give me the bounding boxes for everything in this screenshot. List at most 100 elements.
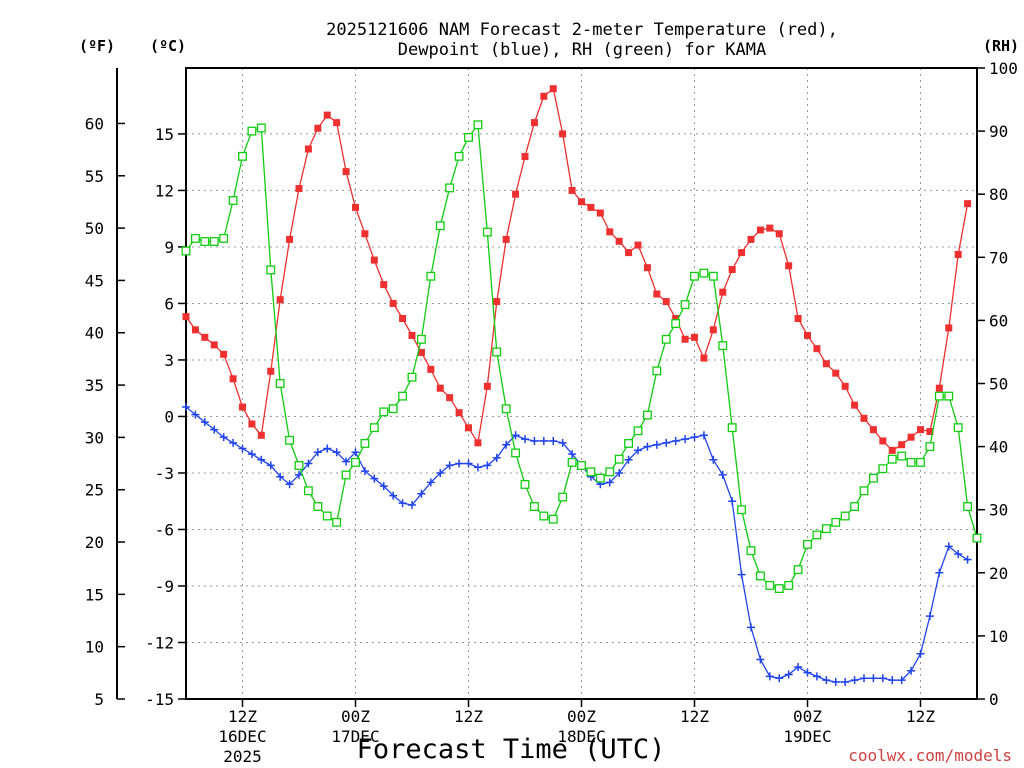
rh-point — [944, 391, 954, 401]
dewpoint-point — [728, 497, 737, 506]
dewpoint-point — [907, 666, 916, 675]
temperature-point — [436, 384, 444, 392]
temperature-point — [352, 203, 359, 211]
temperature-point — [210, 341, 218, 349]
dewpoint-point — [332, 448, 341, 457]
temperature-point — [465, 424, 472, 432]
rh-tick-label: 60 — [989, 311, 1008, 330]
rh-tick-label: 80 — [989, 185, 1008, 204]
rh-point — [859, 486, 869, 496]
temperature-point — [643, 264, 651, 272]
rh-point — [511, 448, 521, 458]
fahrenheit-tick-label: 35 — [85, 376, 104, 395]
temperature-point — [691, 333, 698, 341]
rh-point — [690, 271, 699, 281]
temperature-point — [700, 354, 708, 362]
temperature-point — [615, 237, 623, 245]
time-tick-label: 00Z — [793, 707, 822, 726]
rh-point — [454, 151, 464, 161]
fahrenheit-unit-label: (ºF) — [79, 37, 115, 55]
dewpoint-point — [671, 436, 680, 445]
rh-point — [671, 319, 681, 329]
temperature-point — [869, 426, 877, 434]
temperature-point — [220, 350, 228, 358]
temperature-point — [719, 288, 727, 296]
temperature-point — [794, 315, 802, 323]
time-tick-label: 12Z — [228, 707, 257, 726]
rh-point — [313, 502, 323, 511]
dewpoint-point — [219, 433, 228, 442]
temperature-point — [201, 333, 209, 341]
rh-point — [379, 407, 389, 417]
rh-point — [416, 334, 426, 344]
dewpoint-point — [803, 668, 812, 677]
rh-point — [341, 470, 351, 480]
dewpoint-point — [511, 431, 520, 440]
dewpoint-point — [229, 438, 238, 447]
temperature-point — [851, 401, 859, 409]
rh-point — [445, 183, 455, 193]
temperature-point — [483, 382, 491, 390]
rh-tick-label: 20 — [989, 564, 1008, 583]
celsius-tick-label: -3 — [155, 464, 174, 483]
rh-point — [699, 268, 709, 278]
temperature-point — [314, 124, 322, 132]
dewpoint-point — [624, 455, 633, 464]
temperature-line — [185, 87, 969, 452]
temperature-point — [728, 266, 736, 274]
fahrenheit-tick-label: 5 — [94, 690, 104, 709]
rh-point — [275, 379, 285, 388]
fahrenheit-tick-label: 15 — [85, 585, 104, 604]
rh-point — [624, 438, 634, 448]
rh-point — [586, 467, 596, 477]
dewpoint-point — [323, 444, 332, 453]
rh-point — [520, 480, 530, 489]
dewpoint-point — [417, 489, 426, 498]
temperature-point — [662, 298, 670, 306]
dewpoint-point — [200, 418, 209, 427]
temperature-point — [596, 209, 604, 217]
temperature-point — [323, 111, 331, 119]
dewpoint-point — [831, 678, 840, 687]
dewpoint-point — [436, 468, 445, 477]
dewpoint-point — [747, 623, 755, 632]
temperature-point — [954, 250, 962, 258]
rh-point — [925, 442, 935, 452]
rh-point — [784, 580, 794, 590]
temperature-point — [446, 394, 454, 402]
temperature-point — [182, 313, 190, 321]
rh-point — [238, 151, 247, 161]
temperature-point — [709, 326, 717, 334]
temperature-point — [653, 290, 661, 298]
fahrenheit-tick-label: 30 — [85, 428, 104, 447]
rh-point — [906, 457, 916, 467]
rh-point — [661, 334, 671, 344]
dewpoint-point — [869, 674, 878, 683]
rh-point — [482, 227, 492, 237]
dewpoint-point — [690, 433, 699, 442]
rh-point — [464, 132, 473, 142]
temperature-point — [756, 226, 764, 234]
rh-point — [821, 524, 831, 534]
rh-point — [916, 457, 925, 467]
rh-point — [190, 233, 200, 243]
temperature-point — [587, 203, 595, 211]
temperature-point — [625, 249, 633, 257]
dewpoint-point — [247, 450, 256, 459]
dewpoint-point — [888, 676, 897, 685]
rh-point — [303, 486, 313, 496]
rh-tick-label: 50 — [989, 375, 1008, 394]
rh-axis: 0 10 20 30 40 50 60 70 80 90 100 — [977, 59, 1018, 709]
rh-point — [746, 546, 756, 556]
rh-point — [934, 391, 944, 401]
rh-point — [181, 246, 191, 256]
temperature-point — [935, 384, 943, 392]
rh-point — [294, 461, 304, 470]
dewpoint-point — [549, 436, 558, 445]
temperature-point — [549, 85, 557, 93]
temperature-point — [888, 446, 896, 454]
temperature-point — [304, 145, 312, 153]
temperature-point — [898, 441, 906, 449]
temperature-point — [408, 331, 416, 339]
